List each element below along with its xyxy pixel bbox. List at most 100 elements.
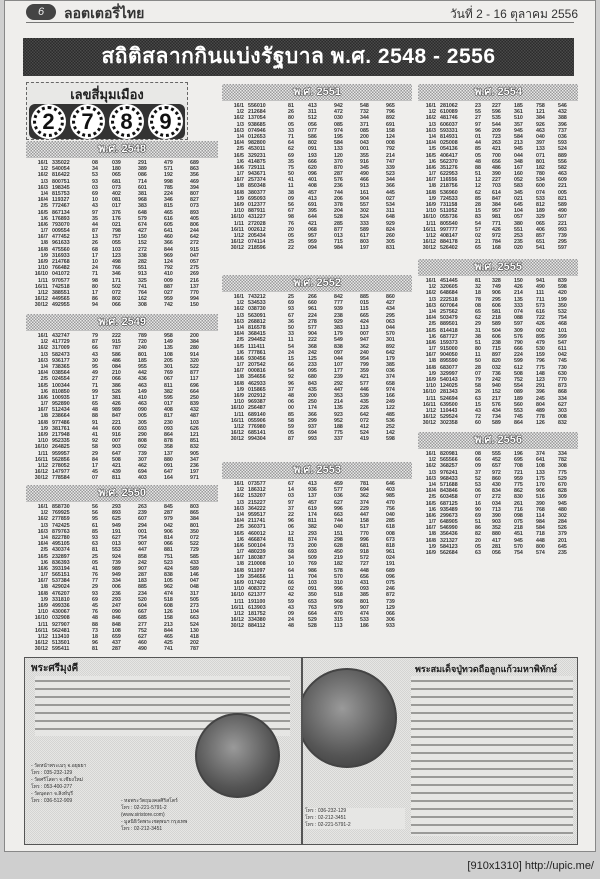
three-digit-front-2: 310 [334,580,343,586]
three-digit-front-1: 072 [112,289,121,296]
first-prize: 321327 [440,537,458,544]
first-prize: 257374 [248,177,266,184]
first-prize: 431227 [248,214,266,221]
three-digit-front-2: 285 [334,220,343,227]
three-digit-front-2: 236 [334,183,343,190]
three-digit-front-2: 984 [334,245,343,252]
first-prize: 889501 [440,321,458,328]
gear-digit: 9 [150,106,181,137]
table-row: 16/9 214768 10 498 282 124 057 [26,259,218,265]
table-row: 16/3 198345 03 073 601 785 394 [26,185,218,191]
table-row: 16/8 977486 91 221 305 230 103 [26,420,218,426]
two-digit: 95 [92,363,98,370]
table-row: 16/6 159373 51 238 790 479 547 [418,340,578,346]
three-digit-back-2: 689 [190,160,199,166]
draw-date: 1/6 [40,559,48,566]
three-digit-front-1: 502 [112,283,121,290]
draw-date: 1/11 [37,277,48,284]
two-digit: 38 [475,333,481,340]
draw-date: 16/3 [233,505,244,512]
three-digit-back-2: 505 [190,596,199,603]
two-digit: 57 [475,226,481,233]
first-prize: 388551 [52,289,70,296]
three-digit-front-1: 949 [112,572,121,579]
draw-date: 1/10 [425,208,436,215]
three-digit-front-2: 741 [138,283,147,290]
three-digit-back-2: 536 [386,417,395,424]
three-digit-back-2: 915 [190,246,199,253]
two-digit: 52 [475,475,481,482]
three-digit-back-1: 355 [360,152,369,159]
table-row: 1/9 724533 85 847 021 533 821 [418,196,578,202]
three-digit-front-1: 247 [112,603,121,609]
three-digit-front-1: 957 [492,208,501,215]
draw-date: 16/2 [233,115,244,122]
draw-date: 16/7 [37,234,48,241]
three-digit-back-1: 541 [536,245,545,252]
three-digit-back-2: 197 [190,469,199,476]
three-digit-front-1: 904 [308,331,317,338]
two-digit: 88 [92,413,98,420]
three-digit-front-1: 903 [492,519,501,526]
three-digit-front-2: 808 [138,438,147,445]
two-digit: 25 [288,239,294,246]
three-digit-front-2: 090 [138,407,147,414]
three-digit-back-2: 648 [386,214,395,221]
first-prize: 205434 [248,232,266,239]
two-digit: 63 [475,395,481,402]
two-digit: 69 [92,596,98,603]
three-digit-front-2: 338 [138,252,147,259]
table-row: 16/12 449565 86 802 162 959 994 [26,296,218,302]
draw-date: 1/11 [37,621,48,628]
three-digit-back-1: 781 [360,481,369,487]
table-row: 16/2 277859 95 625 607 979 384 [26,516,218,522]
two-digit: 05 [288,121,294,128]
three-digit-back-1: 722 [536,315,545,322]
draw-date: 1/4 [428,133,436,140]
draw-date: 2/5 [428,321,436,328]
three-digit-front-2: 097 [334,349,343,356]
draw-date: 16/8 [425,189,436,196]
contact-line: (www.siristore.com) [121,812,165,818]
three-digit-back-1: 362 [360,493,369,500]
draw-date: 30/12 [230,436,244,443]
table-row: 1/10 766482 24 766 551 792 275 [26,265,218,271]
first-prize: 884178 [440,239,458,246]
three-digit-front-1: 486 [492,164,501,171]
three-digit-back-1: 158 [360,518,369,525]
table-row: 1/2 769925 56 893 239 287 865 [26,510,218,516]
three-digit-front-2: 292 [334,380,343,387]
table-row: 1/8 895590 50 820 599 796 745 [418,358,578,364]
first-prize: 540054 [52,166,70,173]
draw-date: 16/1 [37,160,48,166]
table-row: 16/10 264825 58 903 092 358 832 [26,444,218,450]
table-row: 16/7 257374 41 401 576 466 344 [222,177,412,183]
table-row: 16/3 364222 37 619 996 229 756 [222,506,412,512]
first-prize: 432747 [52,333,70,339]
three-digit-front-2: 120 [334,152,343,159]
draw-date: 16/7 [425,525,436,532]
three-digit-back-1: 224 [164,190,173,197]
first-prize: 360371 [248,524,266,531]
first-prize: 481746 [440,115,458,122]
two-digit: 05 [92,559,98,566]
three-digit-back-1: 213 [164,621,173,628]
three-digit-back-2: 005 [558,189,567,196]
two-digit: 07 [475,370,481,377]
table-row: 1/11 927907 88 848 277 213 524 [26,622,218,628]
three-digit-front-2: 426 [514,284,523,291]
three-digit-front-2: 410 [138,394,147,401]
three-digit-back-2: 965 [386,103,395,109]
three-digit-back-1: 780 [536,171,545,178]
three-digit-back-1: 384 [536,115,545,122]
draw-date: 16/1 [425,451,436,457]
three-digit-back-2: 272 [190,240,199,247]
table-row: 16/8 380377 38 457 744 161 445 [222,190,412,196]
three-digit-back-2: 469 [190,178,199,185]
three-digit-back-1: 479 [164,160,173,166]
table-row: 1/7 915000 80 715 666 530 611 [418,346,578,352]
three-digit-back-1: 133 [536,469,545,476]
three-digit-back-1: 197 [360,245,369,252]
two-digit: 66 [475,457,481,464]
three-digit-front-1: 295 [492,296,501,303]
